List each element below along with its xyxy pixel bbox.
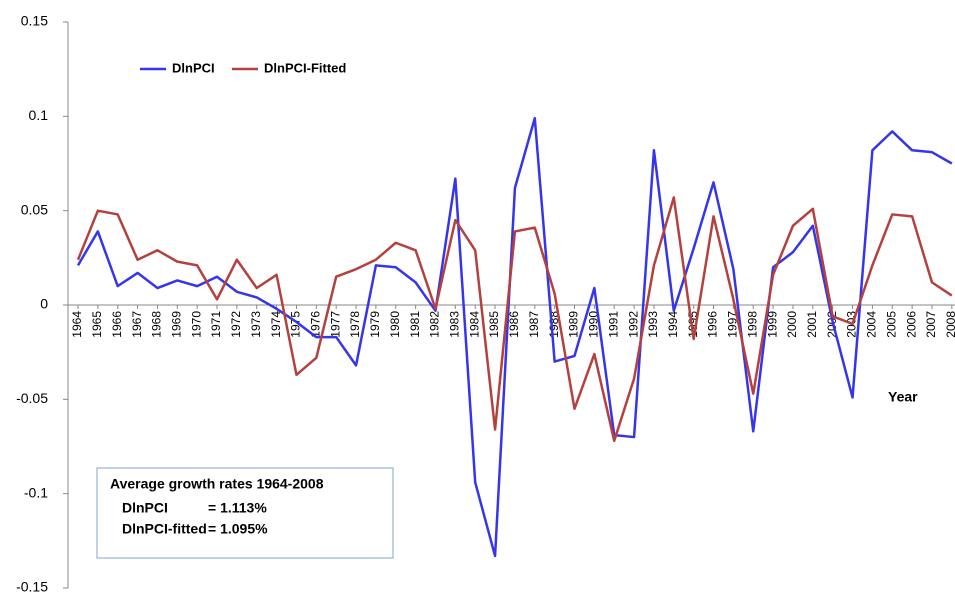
x-tick-label: 1983	[448, 311, 462, 338]
x-tick-label: 1974	[269, 311, 283, 338]
x-tick-label: 1989	[567, 311, 581, 338]
x-tick-label: 1991	[606, 311, 620, 338]
x-tick-label: 1998	[745, 311, 759, 338]
x-tick-label: 1979	[368, 311, 382, 338]
x-tick-label: 1968	[150, 311, 164, 338]
y-tick-label: -0.15	[16, 579, 48, 595]
x-tick-label: 1980	[388, 311, 402, 338]
x-tick-label: 2005	[884, 311, 898, 338]
x-tick-label: 1972	[229, 311, 243, 338]
series-line	[76, 116, 953, 558]
x-tick-label: 1985	[487, 311, 501, 338]
x-tick-label: 1990	[587, 311, 601, 338]
y-tick-label: 0	[40, 296, 48, 312]
annotation-box	[96, 467, 394, 559]
x-tick-label: 1969	[169, 311, 183, 338]
y-tick-label: -0.05	[16, 390, 48, 406]
x-tick-label: 1975	[289, 311, 303, 338]
y-tick-label: -0.1	[24, 484, 48, 500]
x-tick-label: 1967	[130, 311, 144, 338]
x-tick-label: 1993	[646, 311, 660, 338]
x-tick-label: 1994	[666, 311, 680, 338]
x-tick-label: 1964	[70, 311, 84, 338]
x-tick-label: 1996	[706, 311, 720, 338]
x-tick-label: 2006	[904, 311, 918, 338]
x-tick-label: 2004	[865, 311, 879, 338]
x-tick-label: 1965	[90, 311, 104, 338]
x-tick-label: 1992	[626, 311, 640, 338]
x-tick-label: 1999	[765, 311, 779, 338]
x-axis-label: Year	[888, 389, 918, 405]
x-tick-label: 2000	[785, 311, 799, 338]
annotation-title: Average growth rates 1964-2008	[110, 476, 324, 492]
series-line	[76, 196, 953, 443]
x-tick-label: 1971	[209, 311, 223, 338]
annotation-value: = 1.095%	[208, 521, 268, 537]
x-tick-label: 1970	[189, 311, 203, 338]
x-tick-label: 1976	[308, 311, 322, 338]
x-tick-label: 1982	[428, 311, 442, 338]
legend-label: DlnPCI-Fitted	[264, 60, 346, 75]
x-tick-label: 2008	[944, 311, 955, 338]
y-tick-label: 0.1	[29, 107, 49, 123]
x-tick-label: 1977	[328, 311, 342, 338]
legend-label: DlnPCI	[172, 60, 215, 75]
x-tick-label: 2001	[805, 311, 819, 338]
x-tick-label: 1966	[110, 311, 124, 338]
y-tick-label: 0.15	[21, 13, 48, 29]
x-tick-label: 1984	[467, 311, 481, 338]
annotation-label: DlnPCI	[122, 500, 168, 516]
x-tick-label: 2007	[924, 311, 938, 338]
x-tick-label: 1981	[408, 311, 422, 338]
annotation-value: = 1.113%	[208, 500, 267, 516]
x-tick-label: 1986	[507, 311, 521, 338]
x-tick-label: 1987	[527, 311, 541, 338]
annotation-label: DlnPCI-fitted	[122, 521, 207, 537]
x-tick-label: 1978	[348, 311, 362, 338]
x-tick-label: 1973	[249, 311, 263, 338]
y-tick-label: 0.05	[21, 201, 48, 217]
